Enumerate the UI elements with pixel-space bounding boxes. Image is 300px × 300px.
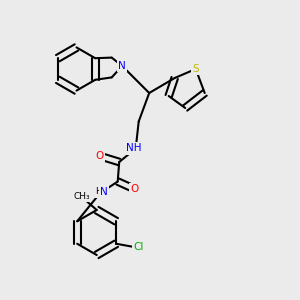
Text: O: O: [130, 184, 138, 194]
Text: CH₃: CH₃: [74, 192, 90, 201]
Text: N: N: [118, 61, 126, 71]
Text: N: N: [100, 187, 108, 197]
Text: Cl: Cl: [133, 242, 143, 252]
Text: H: H: [95, 188, 102, 196]
Text: O: O: [96, 151, 104, 161]
Text: S: S: [192, 64, 199, 74]
Text: NH: NH: [127, 143, 142, 154]
